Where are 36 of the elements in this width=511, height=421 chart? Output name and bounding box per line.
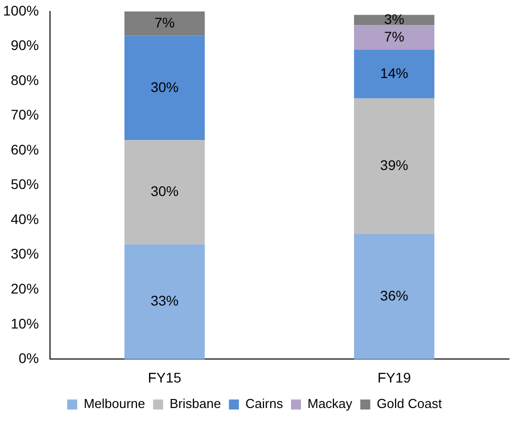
- data-label: 14%: [380, 64, 408, 81]
- bar: [354, 98, 434, 234]
- y-tick-label: 20%: [10, 280, 39, 296]
- legend-label: Mackay: [307, 396, 353, 412]
- data-label: 33%: [150, 292, 179, 309]
- y-tick-label: 40%: [10, 210, 39, 227]
- legend-label: Gold Coast: [376, 396, 442, 412]
- y-tick-label: 0%: [18, 350, 39, 366]
- x-tick-label: FY19: [377, 369, 412, 386]
- data-label: 30%: [150, 78, 179, 95]
- data-label: 39%: [380, 157, 408, 174]
- y-tick-label: 10%: [10, 315, 39, 332]
- data-label: 7%: [154, 14, 175, 30]
- data-label: 30%: [150, 183, 179, 200]
- bar: [124, 11, 205, 36]
- legend-label: Melbourne: [84, 396, 146, 412]
- data-label: 3%: [384, 10, 404, 27]
- y-tick-label: 100%: [2, 2, 39, 18]
- bar: [124, 244, 205, 360]
- y-tick-label: 80%: [10, 72, 39, 88]
- x-tick-label: FY15: [148, 369, 182, 386]
- bar: [354, 25, 434, 50]
- legend-label: Cairns: [245, 396, 284, 412]
- bar: [124, 140, 205, 244]
- y-tick-label: 60%: [10, 141, 39, 158]
- bar: [354, 50, 434, 98]
- y-tick-label: 90%: [10, 37, 39, 54]
- data-label: 36%: [380, 287, 408, 304]
- legend-label: Brisbane: [170, 396, 221, 412]
- bar: [124, 36, 205, 140]
- bar: [354, 234, 434, 360]
- y-tick-label: 30%: [10, 246, 39, 262]
- bar: [354, 14, 434, 26]
- y-tick-label: 70%: [10, 106, 39, 123]
- y-tick-label: 50%: [10, 176, 39, 192]
- data-label: 7%: [384, 28, 404, 44]
